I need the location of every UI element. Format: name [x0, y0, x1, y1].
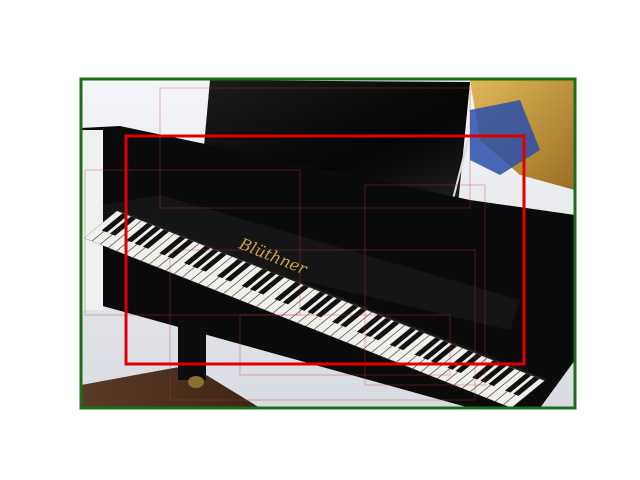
caster — [188, 376, 204, 388]
black-key — [513, 376, 540, 396]
piano-keyboard — [83, 209, 548, 408]
black-key — [225, 262, 252, 282]
black-key — [480, 363, 507, 383]
black-key — [134, 226, 161, 246]
white-key — [198, 256, 241, 288]
black-key — [258, 275, 285, 295]
white-key — [371, 325, 414, 356]
black-key — [389, 327, 416, 347]
black-key — [398, 330, 425, 351]
white-key — [141, 233, 183, 265]
lid-highlight — [451, 139, 469, 204]
white-key — [256, 279, 298, 310]
floor — [81, 365, 260, 408]
black-key — [282, 285, 309, 305]
black-key — [356, 314, 384, 334]
white-key — [314, 302, 356, 333]
black-key — [241, 268, 268, 288]
black-key — [307, 294, 334, 315]
black-key — [192, 249, 219, 269]
image-frame — [79, 77, 577, 410]
black-key — [159, 236, 186, 256]
black-key — [340, 308, 367, 328]
black-key — [142, 229, 170, 249]
left-column — [81, 130, 103, 310]
black-key — [365, 317, 392, 338]
fallboard — [95, 195, 520, 330]
faint-region-boxes — [84, 87, 486, 401]
white-key — [165, 243, 208, 274]
black-key — [274, 281, 301, 302]
black-key — [315, 298, 342, 318]
black-key — [332, 304, 359, 324]
black-key — [299, 291, 326, 311]
piano-leg — [178, 320, 206, 380]
black-key — [167, 239, 194, 259]
black-key — [422, 340, 449, 360]
black-key — [184, 245, 211, 266]
black-key — [505, 373, 532, 393]
black-key — [430, 343, 458, 364]
black-key — [216, 258, 244, 279]
black-key — [373, 321, 400, 341]
black-key — [126, 223, 153, 243]
black-key — [488, 366, 515, 387]
black-key — [101, 213, 128, 233]
black-key — [414, 337, 441, 357]
black-key — [200, 252, 227, 272]
detection-box — [124, 134, 526, 366]
black-key — [249, 272, 277, 292]
white-key — [338, 312, 381, 343]
black-key — [109, 216, 137, 236]
